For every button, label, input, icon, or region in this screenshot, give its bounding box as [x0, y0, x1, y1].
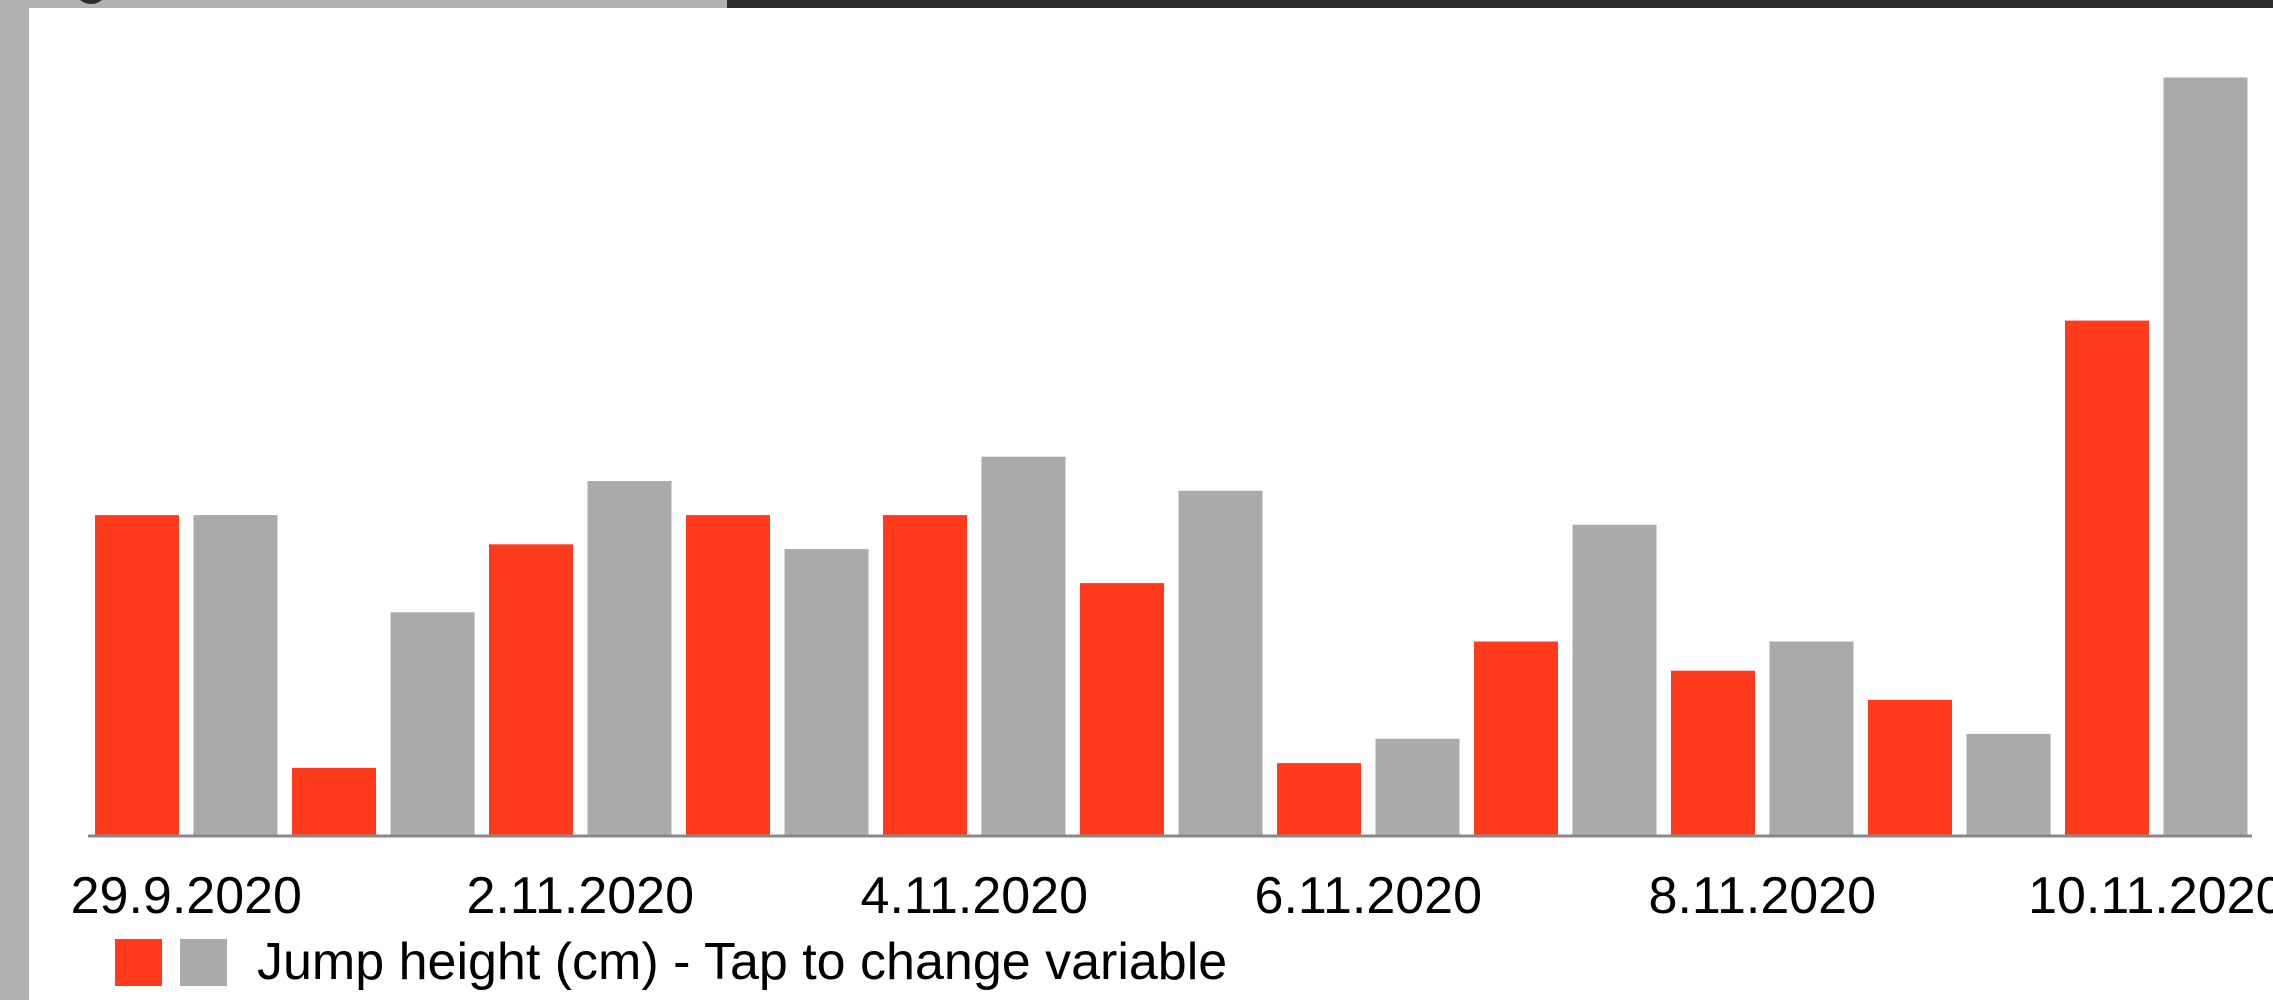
bar-red-7.11.2020 — [1474, 641, 1558, 836]
bar-red-2.11.2020 — [489, 544, 573, 837]
bar-red-3.11.2020 — [686, 515, 770, 836]
bar-red-10.11.2020 — [2065, 320, 2149, 837]
bar-red-5.11.2020 — [1080, 583, 1164, 836]
x-tick-label: 8.11.2020 — [1649, 867, 1876, 925]
top-bar-light-segment — [0, 0, 727, 8]
legend-label[interactable]: Jump height (cm) - Tap to change variabl… — [257, 933, 1228, 991]
bar-red-8.11.2020 — [1671, 670, 1755, 836]
bar-gray-9.11.2020 — [1966, 733, 2051, 836]
bars-group — [95, 77, 2248, 837]
bar-gray-3.11.2020 — [784, 549, 869, 836]
bar-red-1.11.2020 — [292, 767, 376, 836]
bar-gray-1.11.2020 — [390, 612, 475, 836]
top-bar-dark-segment — [727, 0, 2273, 8]
bar-gray-6.11.2020 — [1375, 738, 1460, 837]
x-tick-label: 29.9.2020 — [71, 867, 302, 925]
legend-swatch-gray — [180, 938, 227, 986]
bar-gray-7.11.2020 — [1572, 524, 1657, 836]
bar-gray-29.9.2020 — [193, 515, 278, 836]
x-tick-labels: 29.9.2020 2.11.2020 4.11.2020 6.11.2020 8.11… — [71, 867, 2273, 925]
legend-swatch-red — [115, 938, 162, 986]
corner-indicator — [74, 0, 108, 4]
bar-red-6.11.2020 — [1277, 763, 1361, 836]
chart-legend[interactable]: Jump height (cm) - Tap to change variabl… — [115, 932, 1227, 992]
window-left-edge — [0, 0, 29, 1000]
x-tick-label: 10.11.2020 — [2028, 867, 2273, 925]
bar-red-4.11.2020 — [883, 515, 967, 836]
bar-red-9.11.2020 — [1868, 699, 1952, 837]
bar-gray-4.11.2020 — [981, 456, 1066, 836]
bar-gray-2.11.2020 — [587, 481, 672, 836]
bar-gray-8.11.2020 — [1769, 641, 1854, 836]
x-tick-label: 6.11.2020 — [1255, 867, 1482, 925]
x-tick-label: 2.11.2020 — [467, 867, 694, 925]
bar-red-29.9.2020 — [95, 515, 179, 836]
x-tick-label: 4.11.2020 — [861, 867, 1088, 925]
bar-gray-5.11.2020 — [1178, 490, 1263, 836]
bar-gray-10.11.2020 — [2163, 77, 2248, 836]
